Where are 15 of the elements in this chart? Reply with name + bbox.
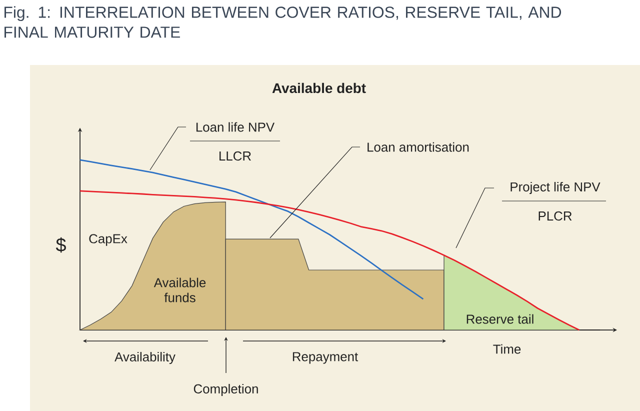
text: Availability (114, 352, 176, 364)
text: Repayment (292, 352, 358, 364)
x-axis-title: Time (493, 344, 521, 354)
text: Loan life NPV (196, 122, 275, 132)
annotation: CapEx (89, 234, 128, 246)
text: Completion (194, 384, 258, 396)
chart-subtitle: Available debt (272, 82, 366, 94)
annotation: Reserve tail (466, 314, 534, 324)
annotation: Available funds (154, 278, 206, 302)
annotation: LLCR (220, 151, 251, 161)
chart-title: Fig. 1: INTERRELATION BETWEEN COVER RATIOS, RESERVE TAIL, AND FINAL MATURITY DATE (4, 6, 562, 38)
annotation: PLCR (538, 211, 572, 221)
text: Loan amortisation (368, 142, 469, 152)
annotation: Project life NPV (510, 182, 600, 194)
y-axis-title: $ (56, 237, 66, 253)
